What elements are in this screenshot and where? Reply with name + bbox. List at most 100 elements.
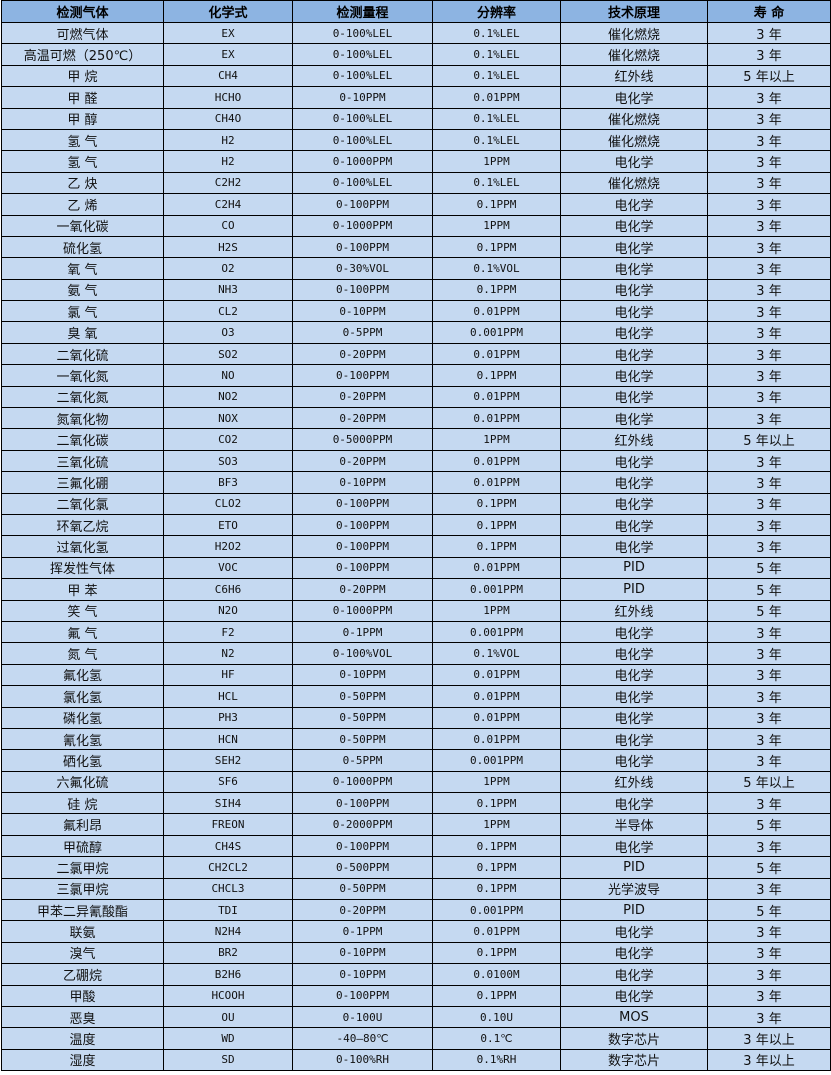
cell-range: 0-10PPM [292, 663, 433, 687]
cell-principle: 电化学 [560, 685, 708, 708]
cell-resolution: 0.1%LEL [432, 43, 561, 66]
cell-range: 0-50PPM [292, 877, 433, 901]
cell-formula: CO2 [163, 428, 293, 451]
cell-formula: H2 [163, 150, 293, 173]
cell-principle: 电化学 [560, 663, 708, 687]
cell-gas-name: 一氧化氮 [1, 364, 164, 387]
cell-formula: CL2 [163, 300, 293, 323]
cell-principle: 红外线 [560, 770, 708, 794]
cell-gas-name: 甲 苯 [1, 578, 164, 601]
cell-lifespan: 3 年以上 [707, 1027, 831, 1050]
cell-gas-name: 磷化氢 [1, 706, 164, 729]
cell-range: 0-10PPM [292, 963, 433, 986]
cell-range: 0-100%LEL [292, 21, 433, 45]
cell-range: 0-50PPM [292, 727, 433, 751]
table-row: 环氧乙烷 ETO 0-100PPM 0.1PPM 电化学 3 年 [1, 513, 831, 537]
cell-range: 0-100PPM [292, 492, 433, 515]
cell-resolution: 0.01PPM [432, 300, 561, 323]
cell-gas-name: 高温可燃（250℃） [1, 43, 164, 66]
cell-formula: CHCL3 [163, 877, 293, 901]
cell-resolution: 0.1PPM [432, 535, 561, 558]
cell-principle: 电化学 [560, 620, 708, 644]
cell-lifespan: 3 年 [707, 535, 831, 558]
cell-lifespan: 3 年 [707, 128, 831, 152]
cell-range: 0-1PPM [292, 920, 433, 943]
cell-range: 0-100%LEL [292, 107, 433, 130]
cell-gas-name: 二氧化碳 [1, 428, 164, 451]
header-formula: 化学式 [163, 0, 293, 23]
table-row: 联氨 N2H4 0-1PPM 0.01PPM 电化学 3 年 [1, 920, 831, 943]
cell-gas-name: 氟化氢 [1, 663, 164, 687]
cell-lifespan: 3 年 [707, 920, 831, 943]
cell-resolution: 0.01PPM [432, 663, 561, 687]
cell-principle: 电化学 [560, 257, 708, 280]
table-row: 可燃气体 EX 0-100%LEL 0.1%LEL 催化燃烧 3 年 [1, 21, 831, 45]
cell-lifespan: 3 年 [707, 257, 831, 280]
cell-lifespan: 3 年 [707, 492, 831, 515]
table-row: 乙 炔 C2H2 0-100%LEL 0.1%LEL 催化燃烧 3 年 [1, 171, 831, 195]
cell-lifespan: 3 年 [707, 385, 831, 409]
cell-gas-name: 二氯甲烷 [1, 856, 164, 879]
cell-range: 0-100U [292, 1005, 433, 1029]
cell-range: 0-100%LEL [292, 64, 433, 88]
table-row: 硅 烷 SIH4 0-100PPM 0.1PPM 电化学 3 年 [1, 792, 831, 815]
cell-principle: 电化学 [560, 920, 708, 943]
cell-gas-name: 三氯甲烷 [1, 877, 164, 901]
cell-resolution: 1PPM [432, 599, 561, 622]
cell-principle: 电化学 [560, 235, 708, 259]
cell-lifespan: 5 年 [707, 899, 831, 922]
cell-principle: 电化学 [560, 792, 708, 815]
header-lifespan: 寿 命 [707, 0, 831, 23]
cell-gas-name: 氢 气 [1, 150, 164, 173]
cell-range: 0-1PPM [292, 620, 433, 644]
cell-lifespan: 3 年 [707, 727, 831, 751]
cell-formula: TDI [163, 899, 293, 922]
table-row: 乙 烯 C2H4 0-100PPM 0.1PPM 电化学 3 年 [1, 193, 831, 216]
table-row: 一氧化碳 CO 0-1000PPM 1PPM 电化学 3 年 [1, 214, 831, 237]
cell-gas-name: 可燃气体 [1, 21, 164, 45]
table-row: 甲苯二异氰酸酯 TDI 0-20PPM 0.001PPM PID 5 年 [1, 899, 831, 922]
cell-gas-name: 环氧乙烷 [1, 513, 164, 537]
cell-gas-name: 联氨 [1, 920, 164, 943]
cell-principle: MOS [560, 1005, 708, 1029]
cell-lifespan: 3 年 [707, 171, 831, 195]
cell-lifespan: 3 年 [707, 792, 831, 815]
cell-principle: 电化学 [560, 941, 708, 965]
cell-lifespan: 3 年 [707, 663, 831, 687]
cell-range: 0-100PPM [292, 535, 433, 558]
cell-formula: B2H6 [163, 963, 293, 986]
cell-range: 0-20PPM [292, 449, 433, 473]
cell-gas-name: 氟 气 [1, 620, 164, 644]
table-row: 二氯甲烷 CH2CL2 0-500PPM 0.1PPM PID 5 年 [1, 856, 831, 879]
cell-gas-name: 甲硫醇 [1, 834, 164, 858]
cell-range: 0-100PPM [292, 278, 433, 302]
cell-principle: 电化学 [560, 449, 708, 473]
cell-range: 0-20PPM [292, 578, 433, 601]
cell-range: 0-20PPM [292, 407, 433, 430]
cell-range: 0-5PPM [292, 749, 433, 772]
cell-principle: PID [560, 556, 708, 580]
cell-principle: 光学波导 [560, 877, 708, 901]
table-row: 氯化氢 HCL 0-50PPM 0.01PPM 电化学 3 年 [1, 685, 831, 708]
cell-gas-name: 臭 氧 [1, 321, 164, 344]
cell-principle: 催化燃烧 [560, 43, 708, 66]
cell-principle: 催化燃烧 [560, 107, 708, 130]
cell-lifespan: 3 年 [707, 342, 831, 366]
cell-formula: HCOOH [163, 984, 293, 1007]
cell-gas-name: 二氧化氯 [1, 492, 164, 515]
cell-lifespan: 3 年 [707, 749, 831, 772]
cell-gas-name: 乙硼烷 [1, 963, 164, 986]
table-row: 甲硫醇 CH4S 0-100PPM 0.1PPM 电化学 3 年 [1, 834, 831, 858]
cell-lifespan: 3 年 [707, 706, 831, 729]
table-row: 恶臭 OU 0-100U 0.10U MOS 3 年 [1, 1005, 831, 1029]
cell-gas-name: 氨 气 [1, 278, 164, 302]
cell-gas-name: 挥发性气体 [1, 556, 164, 580]
table-row: 硒化氢 SEH2 0-5PPM 0.001PPM 电化学 3 年 [1, 749, 831, 772]
cell-principle: 电化学 [560, 749, 708, 772]
cell-principle: 电化学 [560, 471, 708, 494]
cell-formula: N2 [163, 642, 293, 665]
cell-resolution: 0.1%LEL [432, 64, 561, 88]
cell-formula: C2H2 [163, 171, 293, 195]
cell-principle: 电化学 [560, 385, 708, 409]
cell-lifespan: 3 年 [707, 193, 831, 216]
